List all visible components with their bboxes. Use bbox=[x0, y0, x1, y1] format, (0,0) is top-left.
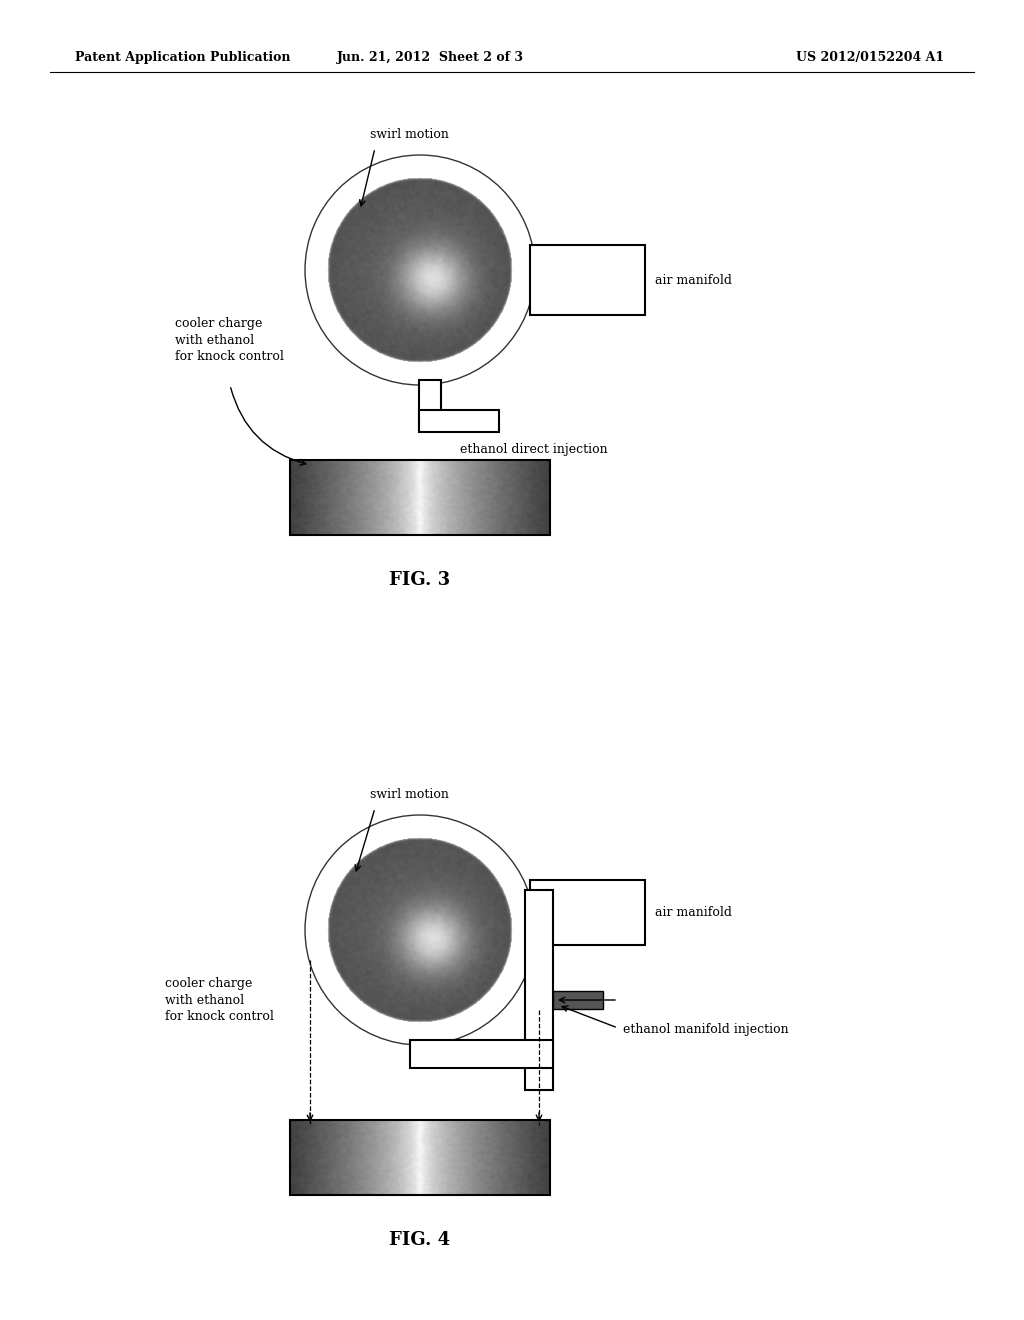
Bar bbox=[410, 1040, 553, 1068]
Bar bbox=[290, 459, 550, 535]
Text: US 2012/0152204 A1: US 2012/0152204 A1 bbox=[796, 51, 944, 65]
Text: swirl motion: swirl motion bbox=[370, 788, 449, 801]
Text: cooler charge
with ethanol
for knock control: cooler charge with ethanol for knock con… bbox=[175, 317, 284, 363]
Text: air manifold: air manifold bbox=[655, 906, 732, 919]
Text: cooler charge
with ethanol
for knock control: cooler charge with ethanol for knock con… bbox=[165, 977, 273, 1023]
Text: Jun. 21, 2012  Sheet 2 of 3: Jun. 21, 2012 Sheet 2 of 3 bbox=[337, 51, 523, 65]
Text: FIG. 3: FIG. 3 bbox=[389, 572, 451, 589]
Text: swirl motion: swirl motion bbox=[370, 128, 449, 141]
Bar bbox=[530, 880, 645, 945]
Text: air manifold: air manifold bbox=[655, 273, 732, 286]
Text: Patent Application Publication: Patent Application Publication bbox=[75, 51, 291, 65]
Bar bbox=[290, 1119, 550, 1195]
Text: FIG. 4: FIG. 4 bbox=[389, 1232, 451, 1249]
Bar bbox=[553, 991, 603, 1008]
Text: ethanol direct injection: ethanol direct injection bbox=[460, 444, 607, 457]
Bar bbox=[525, 890, 553, 1090]
Bar bbox=[530, 246, 645, 315]
Text: ethanol manifold injection: ethanol manifold injection bbox=[623, 1023, 788, 1036]
Bar bbox=[419, 380, 441, 430]
Bar bbox=[419, 411, 499, 432]
